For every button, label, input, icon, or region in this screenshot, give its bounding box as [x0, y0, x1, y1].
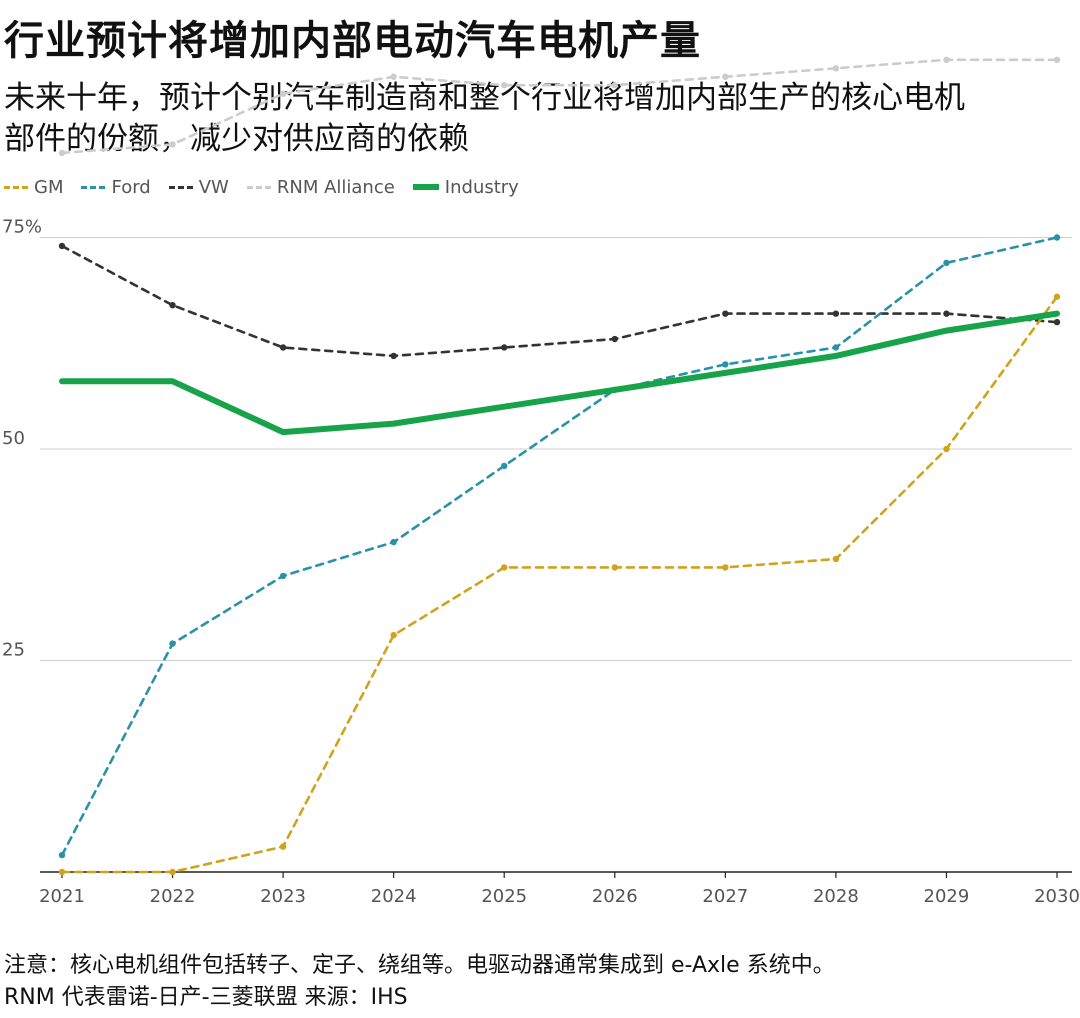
- legend-label-rnm-alliance: RNM Alliance: [276, 176, 395, 198]
- y-tick-label: 25: [2, 640, 25, 661]
- legend-swatch-industry: [412, 184, 439, 190]
- legend-item-gm: GM: [4, 177, 63, 198]
- series-line-gm: [60, 295, 1059, 874]
- data-point-vw: [58, 242, 66, 250]
- data-point-gm: [943, 445, 950, 453]
- data-point-ford: [1053, 234, 1061, 241]
- data-point-vw: [722, 310, 729, 317]
- data-point-gm: [279, 843, 287, 850]
- data-point-ford: [390, 538, 397, 546]
- data-point-rnm-alliance: [279, 90, 287, 97]
- legend-item-industry: Industry: [412, 176, 519, 198]
- series-line-industry: [59, 310, 1060, 436]
- legend-item-vw: VW: [168, 176, 229, 198]
- line-chart: 75% 50 25 2021 2022 2023 2024 2025 2026 2027 2028 2…: [2, 56, 1080, 907]
- chart-title: 行业预计将增加内部电动汽车电机产量: [4, 18, 701, 64]
- data-point-vw: [169, 301, 176, 309]
- data-point-rnm-alliance: [611, 82, 618, 89]
- data-point-rnm-alliance: [722, 73, 729, 80]
- data-point-rnm-alliance: [390, 73, 397, 80]
- data-point-vw: [279, 344, 287, 351]
- data-point-vw: [611, 335, 618, 343]
- data-point-gm: [169, 868, 176, 876]
- legend-label-gm: GM: [34, 176, 64, 198]
- data-point-vw: [501, 344, 508, 351]
- data-point-gm: [722, 564, 729, 571]
- x-tick-label: 2026: [592, 886, 638, 907]
- data-point-gm: [1053, 293, 1061, 300]
- data-point-ford: [722, 361, 729, 368]
- data-point-rnm-alliance: [501, 82, 508, 89]
- legend-item-ford: Ford: [81, 176, 151, 198]
- data-point-rnm-alliance: [58, 149, 66, 157]
- series-line-ford: [60, 236, 1059, 857]
- x-tick-label: 2029: [924, 886, 970, 907]
- series-line-vw: [60, 244, 1059, 358]
- data-point-ford: [58, 851, 66, 859]
- x-tick-label: 2023: [260, 886, 306, 907]
- data-point-ford: [501, 462, 508, 470]
- legend-swatch-ford: [81, 185, 106, 189]
- data-point-vw: [832, 310, 840, 317]
- series-line-rnm-alliance: [60, 58, 1059, 155]
- legend-item-rnm-alliance: RNM Alliance: [246, 176, 395, 198]
- note-line-1: 注意：核心电机组件包括转子、定子、绕组等。电驱动器通常集成到 e-Axle 系统…: [4, 953, 835, 978]
- data-point-gm: [390, 631, 397, 639]
- legend: GM Ford VW RNM Alliance Industry: [4, 174, 537, 200]
- x-tick-label: 2024: [371, 886, 417, 907]
- x-tick-label: 2030: [1034, 886, 1080, 907]
- data-point-rnm-alliance: [1053, 56, 1061, 64]
- legend-label-industry: Industry: [444, 176, 519, 198]
- legend-swatch-vw: [168, 185, 193, 189]
- data-point-rnm-alliance: [832, 65, 840, 72]
- x-tick-label: 2025: [481, 886, 527, 907]
- data-point-gm: [58, 868, 66, 876]
- x-tick-label: 2027: [702, 886, 748, 907]
- data-point-gm: [501, 564, 508, 571]
- legend-swatch-rnm-alliance: [246, 185, 271, 189]
- chart-note: 注意：核心电机组件包括转子、定子、绕组等。电驱动器通常集成到 e-Axle 系统…: [4, 950, 1074, 1014]
- x-tick-label: 2022: [150, 886, 196, 907]
- data-point-gm: [611, 564, 618, 571]
- data-point-ford: [279, 572, 287, 580]
- data-point-gm: [832, 555, 840, 563]
- legend-label-ford: Ford: [111, 176, 151, 198]
- chart-subtitle: 未来十年，预计个别汽车制造商和整个行业将增加内部生产的核心电机部件的份额，减少对…: [4, 80, 965, 157]
- data-point-vw: [943, 310, 950, 317]
- y-tick-label: 75%: [2, 217, 42, 238]
- data-point-ford: [832, 344, 840, 351]
- data-point-rnm-alliance: [943, 56, 950, 64]
- data-point-vw: [390, 352, 397, 360]
- x-tick-label: 2028: [813, 886, 859, 907]
- legend-swatch-gm: [4, 185, 28, 189]
- legend-label-vw: VW: [198, 176, 229, 198]
- data-point-ford: [943, 259, 950, 267]
- y-tick-label: 50: [2, 428, 25, 449]
- data-point-ford: [169, 640, 176, 647]
- note-line-2: RNM 代表雷诺-日产-三菱联盟 来源：IHS: [4, 985, 408, 1010]
- data-point-rnm-alliance: [169, 141, 176, 148]
- data-point-vw: [1053, 318, 1061, 326]
- x-tick-label: 2021: [39, 886, 85, 907]
